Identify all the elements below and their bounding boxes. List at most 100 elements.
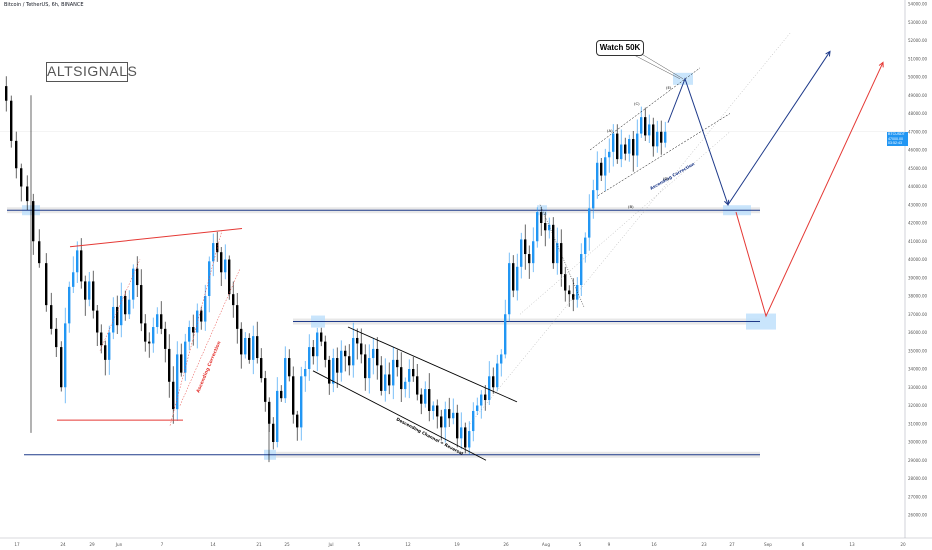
candle-body [640,117,643,134]
candle-body [360,343,363,355]
candle-body [50,305,53,329]
y-tick-label: 43000.00 [908,202,928,207]
candle-body [504,314,507,355]
candle-body [476,405,479,411]
candle-body [480,394,483,406]
candle-body [312,347,315,357]
y-tick-label: 53000.00 [908,20,928,25]
wave-channel-top [589,67,701,151]
candle-body [328,359,331,384]
y-tick-label: 30000.00 [908,440,928,445]
candle-body [100,332,103,346]
wave-label-c: (C) [634,101,640,106]
price-tag-price: 47000.00 [888,136,903,141]
candle-body [220,252,223,273]
candle-body [644,117,647,136]
candle-body [380,365,383,391]
red-trendline-top [69,227,243,248]
candle-body [76,250,79,273]
zone-highlight [746,313,776,330]
candle-body [536,212,539,242]
candle-body [548,224,551,231]
candle-body [568,290,571,295]
candle-body [144,323,147,342]
current-price-tag: BTCUSDT 47000.00 03:52:43 [887,132,908,146]
x-tick-label: 24 [60,542,66,547]
candle-body [648,124,651,136]
candle-body [344,350,347,357]
candle-body [364,354,367,379]
candle-body [484,394,487,401]
candle-body [104,345,107,360]
candle-body [632,139,635,156]
candle-body [352,337,355,366]
candle-body [324,341,327,360]
candle-body [288,358,291,377]
x-tick-label: 7 [161,542,164,547]
y-tick-label: 26000.00 [908,513,928,518]
candle-body [136,268,139,286]
candle-body [392,359,395,386]
x-tick-label: 13 [849,542,855,547]
candle-body [200,310,203,322]
candle-body [168,348,171,382]
candle-body [284,358,287,399]
x-tick-label: Jul [327,542,333,547]
wave-channel-bottom [597,113,731,196]
candle-body [612,133,615,152]
candle-body [88,281,91,300]
candle-body [26,186,29,202]
candle-body [540,212,543,223]
red-arrowhead [878,61,884,68]
long-dotted-trendline [469,33,791,424]
dotted-channel-line [169,230,223,426]
candle-body [176,354,179,410]
candle-body [592,190,595,209]
y-tick-label: 36000.00 [908,330,928,335]
candle-body [108,332,111,360]
candle-body [552,224,555,264]
y-tick-label: 41000.00 [908,239,928,244]
candle-body [332,358,335,384]
candle-body [308,347,311,369]
long-dotted-trendline [519,131,731,315]
candle-body [500,354,503,364]
candle-body [376,348,379,366]
dotted-channel-line [179,268,241,406]
candle-body [152,327,155,344]
x-tick-label: 6 [802,542,805,547]
y-tick-label: 34000.00 [908,367,928,372]
wave-label-b: (B) [628,204,634,209]
candle-body [196,310,199,333]
blue-arrowhead [724,199,730,206]
candle-body [412,369,415,377]
candle-body [10,100,13,141]
candle-body [512,263,515,291]
candle-body [184,341,187,373]
candle-body [132,268,135,300]
candle-body [532,241,535,264]
x-tick-label: 17 [14,542,20,547]
candle-body [436,405,439,417]
candle-body [572,294,575,300]
candle-body [204,296,207,322]
y-tick-label: 33000.00 [908,385,928,390]
candle-body [264,378,267,402]
x-tick-label: Aug [542,542,551,547]
brand-logo: ALTSIGNALS [46,62,137,82]
candle-body [440,416,443,428]
x-tick-label: 27 [729,542,735,547]
y-tick-label: 37000.00 [908,312,928,317]
candle-body [620,144,623,160]
candle-body [164,328,167,349]
candle-body [384,374,387,391]
candle-body [520,239,523,267]
candle-body [32,201,35,242]
candle-body [244,337,247,355]
candle-body [208,261,211,296]
candle-body [320,332,323,342]
candle-body [600,162,603,176]
candle-body [280,390,283,399]
